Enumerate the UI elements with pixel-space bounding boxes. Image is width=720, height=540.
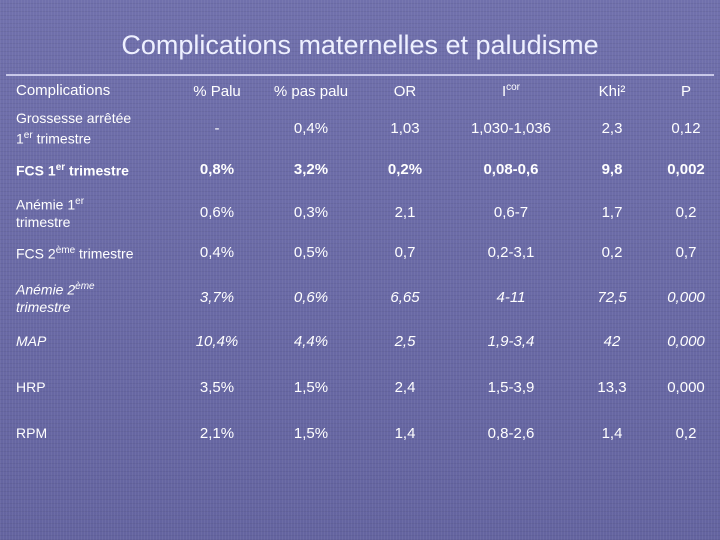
cell-icor: 4-11 [496, 288, 526, 306]
cell-icor: 0,08-0,6 [483, 160, 539, 178]
cell-or: 6,65 [390, 288, 420, 306]
slide-title: Complications maternelles et paludisme [121, 30, 599, 60]
cell-palu: 2,1% [199, 424, 235, 442]
cell-pas-palu: 0,3% [293, 203, 329, 221]
row-label-text: Anémie 2 [16, 281, 76, 298]
row-label-text: Grossesse arrêtée [16, 109, 132, 126]
cell-p: 0,002 [667, 160, 705, 178]
row-label: FCS 2ème trimestre [0, 236, 172, 268]
row-label-text: trimestre [16, 214, 71, 231]
row-label: Anémie 1er trimestre [0, 188, 172, 236]
row-label-sup: er [23, 129, 33, 141]
cell-pas-palu: 0,6% [293, 288, 329, 306]
header-row: Complications % Palu % pas palu OR Icor … [0, 76, 720, 106]
row-label-sup: ème [75, 280, 95, 292]
table-row: MAP 10,4% 4,4% 2,5 1,9-3,4 42 0,000 [0, 326, 720, 356]
header-complications: Complications [16, 82, 111, 99]
cell-icor: 0,8-2,6 [487, 424, 535, 442]
cell-pas-palu: 4,4% [293, 332, 329, 350]
row-label-text: FCS 1 [16, 162, 56, 179]
cell-or: 2,4 [394, 378, 416, 396]
row-label-text: Anémie 1 [16, 196, 76, 213]
cell-palu: 0,6% [199, 203, 235, 221]
cell-khi: 9,8 [601, 160, 623, 178]
cell-khi: 1,7 [601, 203, 623, 221]
cell-khi: 42 [603, 332, 621, 350]
header-pas-palu: % pas palu [273, 82, 349, 100]
cell-khi: 72,5 [597, 288, 627, 306]
header-khi: Khi² [598, 82, 626, 100]
row-label-text: trimestre [16, 299, 71, 316]
row-label: FCS 1er trimestre [0, 150, 172, 188]
row-label-sup: er [75, 195, 85, 207]
cell-pas-palu: 3,2% [293, 160, 329, 178]
table-row: Grossesse arrêtée 1er trimestre - 0,4% 1,… [0, 106, 720, 150]
cell-p: 0,2 [675, 424, 697, 442]
cell-khi: 13,3 [597, 378, 627, 396]
cell-or: 2,5 [394, 332, 416, 350]
row-label-text: trimestre [32, 130, 92, 147]
cell-khi: 1,4 [601, 424, 623, 442]
cell-or: 1,03 [390, 119, 420, 137]
title-divider [6, 74, 714, 76]
row-label: Grossesse arrêtée 1er trimestre [0, 106, 172, 150]
header-icor-text: I [501, 83, 507, 100]
cell-p: 0,000 [667, 288, 705, 306]
header-icor: Icor [450, 76, 572, 106]
cell-icor: 1,030-1,036 [470, 119, 552, 137]
cell-p: 0,000 [667, 332, 705, 350]
cell-pas-palu: 1,5% [293, 378, 329, 396]
cell-palu: - [214, 119, 220, 137]
cell-or: 2,1 [394, 203, 416, 221]
cell-p: 0,12 [671, 119, 701, 137]
table-row: FCS 2ème trimestre 0,4% 0,5% 0,7 0,2-3,1… [0, 236, 720, 268]
row-label-text: trimestre [65, 162, 129, 179]
cell-or: 0,7 [394, 243, 416, 261]
cell-palu: 0,8% [199, 160, 235, 178]
header-icor-sup: cor [506, 82, 521, 93]
row-label: HRP [16, 379, 46, 395]
table-row: Anémie 2ème trimestre 3,7% 0,6% 6,65 4-11… [0, 268, 720, 326]
row-label: RPM [16, 425, 48, 441]
row-label-text: FCS 2 [16, 245, 56, 262]
cell-pas-palu: 0,4% [293, 119, 329, 137]
cell-khi: 2,3 [601, 119, 623, 137]
header-or: OR [393, 82, 417, 100]
cell-khi: 0,2 [601, 243, 623, 261]
row-label-sup: er [55, 161, 66, 173]
cell-icor: 0,6-7 [493, 203, 529, 221]
table-row: Anémie 1er trimestre 0,6% 0,3% 2,1 0,6-7 … [0, 188, 720, 236]
cell-pas-palu: 0,5% [293, 243, 329, 261]
cell-palu: 3,5% [199, 378, 235, 396]
cell-palu: 0,4% [199, 243, 235, 261]
row-label-text: 1 [16, 130, 24, 147]
cell-or: 1,4 [394, 424, 416, 442]
cell-p: 0,2 [675, 203, 697, 221]
cell-palu: 10,4% [195, 332, 239, 350]
table-row: HRP 3,5% 1,5% 2,4 1,5-3,9 13,3 0,000 [0, 356, 720, 418]
table-row: RPM 2,1% 1,5% 1,4 0,8-2,6 1,4 0,2 [0, 418, 720, 448]
header-p: P [680, 82, 691, 100]
row-label-text: trimestre [75, 245, 134, 262]
cell-icor: 1,5-3,9 [487, 378, 535, 396]
row-label: Anémie 2ème trimestre [0, 268, 172, 326]
cell-p: 0,000 [667, 378, 705, 396]
complications-table: Complications % Palu % pas palu OR Icor … [0, 76, 720, 448]
cell-pas-palu: 1,5% [293, 424, 329, 442]
header-palu: % Palu [193, 82, 241, 100]
row-label-sup: ème [55, 244, 76, 256]
cell-icor: 0,2-3,1 [487, 243, 535, 261]
cell-p: 0,7 [675, 243, 697, 261]
table-row: FCS 1er trimestre 0,8% 3,2% 0,2% 0,08-0,… [0, 150, 720, 188]
cell-palu: 3,7% [199, 288, 235, 306]
cell-or: 0,2% [387, 160, 423, 178]
cell-icor: 1,9-3,4 [487, 332, 535, 350]
row-label: MAP [16, 333, 47, 349]
